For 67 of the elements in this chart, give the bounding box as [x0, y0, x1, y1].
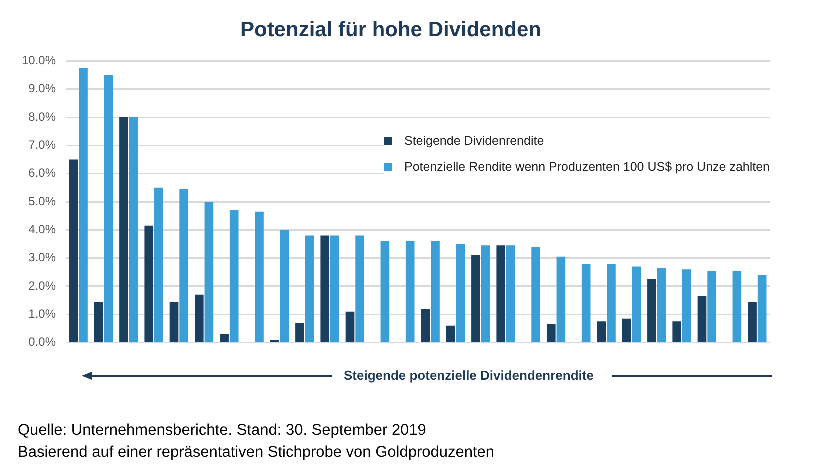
bar	[446, 326, 456, 342]
bar	[648, 279, 656, 342]
y-tick-label: 9.0%	[28, 82, 56, 96]
bar	[698, 296, 707, 342]
bar	[296, 323, 304, 342]
bar	[597, 322, 606, 342]
y-tick-label: 4.0%	[28, 222, 56, 236]
bar	[380, 241, 390, 342]
bar	[431, 241, 440, 342]
legend-label: Steigende Dividenrendite	[404, 134, 544, 148]
bar	[421, 309, 430, 342]
bar	[154, 188, 164, 342]
bar	[481, 246, 490, 342]
bar	[180, 189, 188, 342]
bar	[170, 302, 179, 342]
bar	[682, 270, 692, 342]
bar	[556, 256, 566, 342]
bar	[129, 118, 138, 342]
bar	[79, 68, 88, 342]
legend-label: Potenzielle Rendite wenn Produzenten 100 US$ pro Unze zahlten	[404, 160, 770, 174]
chart-title: Potenzial für hohe Dividenden	[240, 18, 542, 42]
bar	[346, 312, 355, 342]
bar	[632, 266, 642, 342]
y-tick-label: 10.0%	[22, 54, 56, 68]
bar	[94, 302, 104, 342]
bar	[506, 246, 516, 342]
bar	[320, 236, 330, 342]
bar	[104, 75, 114, 342]
y-tick-label: 7.0%	[28, 138, 56, 152]
bar	[657, 268, 666, 342]
text: Basierend auf einer repräsentativen Stichprobe von Goldproduzenten	[18, 443, 495, 463]
bar	[582, 264, 591, 342]
y-tick-label: 3.0%	[28, 250, 56, 265]
bar	[330, 236, 340, 342]
bar	[496, 246, 506, 342]
source-note: Quelle: Unternehmensberichte. Stand: 30. September 2019	[18, 421, 428, 441]
bar	[356, 236, 364, 342]
bar	[69, 160, 78, 342]
bar	[622, 318, 632, 342]
y-tick-label: 1.0%	[28, 306, 56, 321]
bar	[204, 202, 214, 342]
bar	[280, 230, 290, 342]
bar	[406, 241, 415, 342]
bar	[194, 294, 204, 342]
bar	[708, 270, 716, 342]
bar	[255, 212, 264, 342]
bar	[230, 210, 239, 342]
bar	[672, 322, 682, 342]
bar	[758, 275, 767, 342]
bar	[305, 236, 314, 342]
y-tick-label: 2.0%	[28, 278, 56, 293]
y-tick-label: 6.0%	[28, 166, 56, 180]
y-tick-label: 8.0%	[28, 110, 56, 124]
y-tick-label: 5.0%	[28, 194, 56, 208]
bar	[748, 302, 757, 342]
bar	[220, 334, 229, 342]
bar	[472, 256, 480, 342]
bar	[532, 247, 540, 342]
text: Steigende potenzielle Dividendenrendite	[344, 368, 594, 383]
bar	[270, 340, 280, 342]
bar	[732, 270, 742, 342]
y-tick-label: 0.0%	[28, 335, 56, 350]
bar	[144, 226, 154, 342]
bar	[607, 264, 616, 342]
bar	[120, 118, 128, 342]
bar	[456, 244, 466, 342]
bar	[546, 324, 556, 342]
